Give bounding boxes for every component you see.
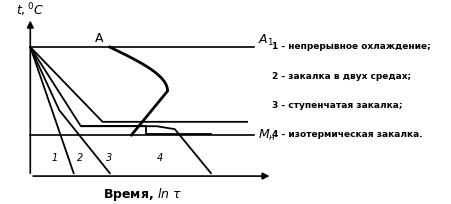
Text: 2: 2 (77, 152, 83, 162)
Text: 3: 3 (106, 152, 112, 162)
Text: A: A (94, 32, 103, 45)
Text: 2 - закалка в двух средах;: 2 - закалка в двух средах; (272, 71, 410, 80)
Text: $t,^0C$: $t,^0C$ (16, 2, 44, 19)
Text: Время, $ln\ \tau$: Время, $ln\ \tau$ (102, 185, 182, 202)
Text: $A_1$: $A_1$ (258, 32, 273, 48)
Text: 1: 1 (52, 152, 58, 162)
Text: 3 - ступенчатая закалка;: 3 - ступенчатая закалка; (272, 100, 402, 109)
Text: $M_н$: $M_н$ (258, 127, 276, 142)
Text: 4: 4 (156, 152, 163, 162)
Text: 4 - изотермическая закалка.: 4 - изотермическая закалка. (272, 130, 422, 139)
Text: 1 - непрерывное охлаждение;: 1 - непрерывное охлаждение; (272, 42, 430, 51)
